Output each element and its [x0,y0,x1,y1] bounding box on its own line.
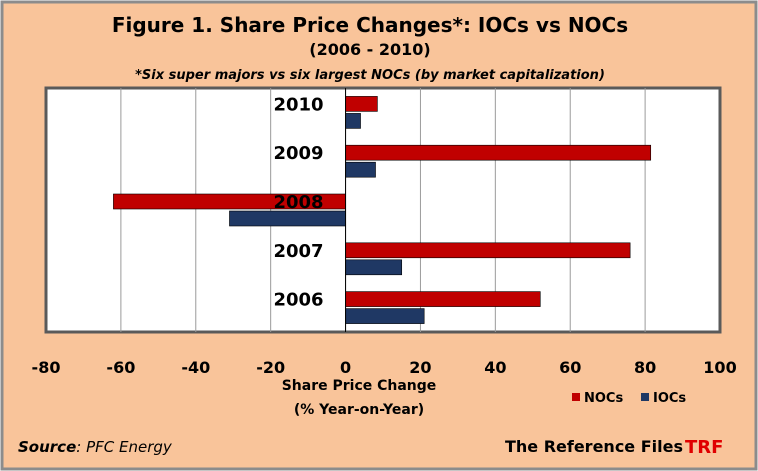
bar-iocs-2007 [345,259,403,276]
source-value: : PFC Energy [76,438,173,456]
bar-iocs-2009 [345,161,376,178]
bar-nocs-2009 [345,144,652,161]
x-tick-label: -60 [106,358,135,377]
bar-nocs-2006 [345,291,541,307]
bar-iocs-2006 [345,308,425,324]
x-tick-label: 100 [703,358,736,377]
x-tick-label: 80 [634,358,656,377]
chart-footnote: *Six super majors vs six largest NOCs (b… [135,68,605,83]
trf-logo: TRF [685,437,723,458]
x-axis-label-line2: (% Year-on-Year) [294,402,424,418]
category-labels: 2010 2009 2008 2007 2006 [273,94,323,310]
x-tick-label: 40 [484,358,506,377]
x-tick-label: -80 [32,358,61,377]
bars [113,88,652,332]
legend: NOCs IOCs [572,391,686,406]
legend-label-iocs: IOCs [653,391,686,406]
branding-text: The Reference Files [505,437,683,456]
x-tick-label: -40 [181,358,210,377]
x-tick-labels: -80 -60 -40 -20 0 20 40 60 80 100 [32,358,737,377]
chart-subtitle: (2006 - 2010) [309,40,430,59]
category-label-2007: 2007 [273,241,323,262]
x-tick-label: -20 [256,358,285,377]
chart-title: Figure 1. Share Price Changes*: IOCs vs … [112,13,628,37]
category-label-2008: 2008 [273,192,323,213]
category-label-2010: 2010 [273,94,323,115]
category-label-2006: 2006 [273,290,323,311]
source-note: Source: PFC Energy [18,438,173,456]
x-tick-label: 60 [559,358,581,377]
x-tick-label: 0 [340,358,351,377]
bar-iocs-2010 [345,113,361,129]
legend-swatch-nocs [572,393,580,401]
bar-nocs-2007 [345,242,631,259]
bar-iocs-2008 [229,210,346,227]
category-label-2009: 2009 [273,143,323,164]
legend-label-nocs: NOCs [584,391,623,406]
x-axis-label-line1: Share Price Change [282,378,437,394]
bar-nocs-2010 [345,96,378,112]
legend-swatch-iocs [641,393,649,401]
x-tick-label: 20 [409,358,431,377]
source-label: Source [18,438,76,456]
